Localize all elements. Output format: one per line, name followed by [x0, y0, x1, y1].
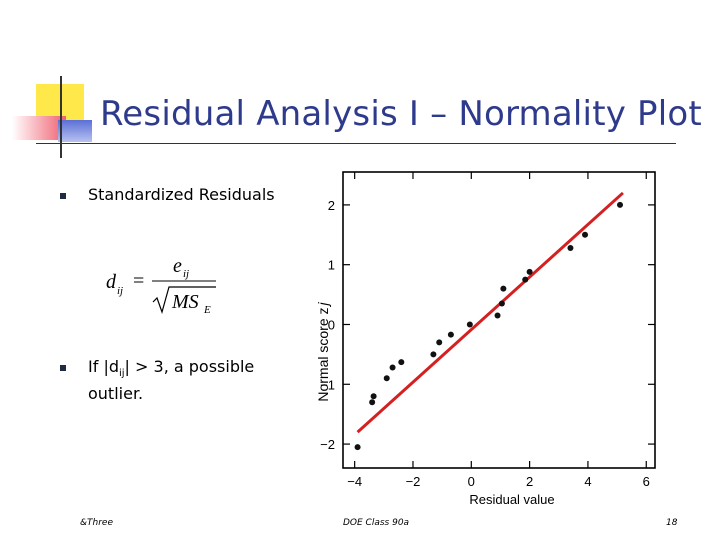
- y-tick-label: 2: [328, 198, 335, 213]
- data-point: [447, 331, 454, 338]
- decor-horizontal-line: [36, 143, 676, 144]
- x-tick-label: 4: [584, 474, 591, 489]
- data-point: [526, 268, 533, 275]
- data-point: [354, 444, 361, 451]
- data-point: [582, 231, 589, 238]
- bullet-outlier-rule: If |dij| > 3, a possible outlier.: [88, 357, 254, 404]
- data-point: [500, 285, 507, 292]
- decor-blue-block: [58, 120, 92, 142]
- fit-line: [356, 191, 624, 434]
- plot-frame: [342, 171, 656, 469]
- slide-title: Residual Analysis I – Normality Plot: [100, 94, 702, 134]
- formula-lhs-sub: ij: [117, 285, 123, 297]
- data-point: [494, 312, 501, 319]
- outlier-rule-prefix: If |d: [88, 357, 119, 376]
- x-tick-label: 0: [468, 474, 475, 489]
- y-tick-label: 1: [328, 258, 335, 273]
- y-tick-label: 0: [328, 317, 335, 332]
- data-point: [383, 375, 390, 382]
- data-point: [398, 359, 405, 366]
- data-point: [436, 339, 443, 346]
- outlier-rule-suffix: | > 3, a possible: [124, 357, 255, 376]
- data-point: [389, 364, 396, 371]
- formula-denominator: MS: [171, 291, 199, 313]
- decor-red-block: [12, 116, 66, 140]
- y-tick-label: −1: [320, 377, 335, 392]
- footer-right: 18: [666, 518, 678, 528]
- normality-plot: −4 −2 0 2 4 6 −2 −1 0 1 2 Normal score zj Residual…: [315, 171, 656, 507]
- formula-denominator-sub: E: [203, 304, 211, 316]
- x-tick-label: −2: [406, 474, 421, 489]
- data-point: [617, 201, 624, 208]
- footer-center: DOE Class 90a: [343, 518, 410, 528]
- x-tick-label: −4: [347, 474, 362, 489]
- y-axis-label: Normal score zj: [315, 301, 331, 401]
- data-point: [498, 300, 505, 307]
- outlier-rule-line2: outlier.: [88, 384, 144, 404]
- bullet-standardized-residuals: Standardized Residuals: [88, 185, 275, 204]
- data-point: [369, 399, 376, 406]
- data-point: [370, 393, 377, 400]
- formula-lhs: d: [106, 271, 117, 293]
- bullet-marker: [60, 193, 66, 199]
- x-axis-label: Residual value: [469, 492, 554, 507]
- y-tick-label: −2: [320, 437, 335, 452]
- x-tick-label: 6: [643, 474, 650, 489]
- x-tick-label: 2: [526, 474, 533, 489]
- data-point: [567, 244, 574, 251]
- formula-sqrt-sign: [152, 286, 216, 314]
- footer-left: &Three: [80, 518, 113, 528]
- formula-numerator: e: [173, 255, 182, 277]
- formula-numerator-sub: ij: [183, 268, 189, 280]
- data-point: [522, 276, 529, 283]
- outlier-rule-subscript: ij: [118, 368, 125, 380]
- data-point: [430, 351, 437, 358]
- decor-vertical-line: [60, 76, 62, 158]
- bullet-marker: [60, 365, 66, 371]
- standardized-residual-formula: d ij = e ij MS E: [106, 255, 216, 316]
- formula-equals: =: [133, 270, 144, 292]
- data-point: [466, 321, 473, 328]
